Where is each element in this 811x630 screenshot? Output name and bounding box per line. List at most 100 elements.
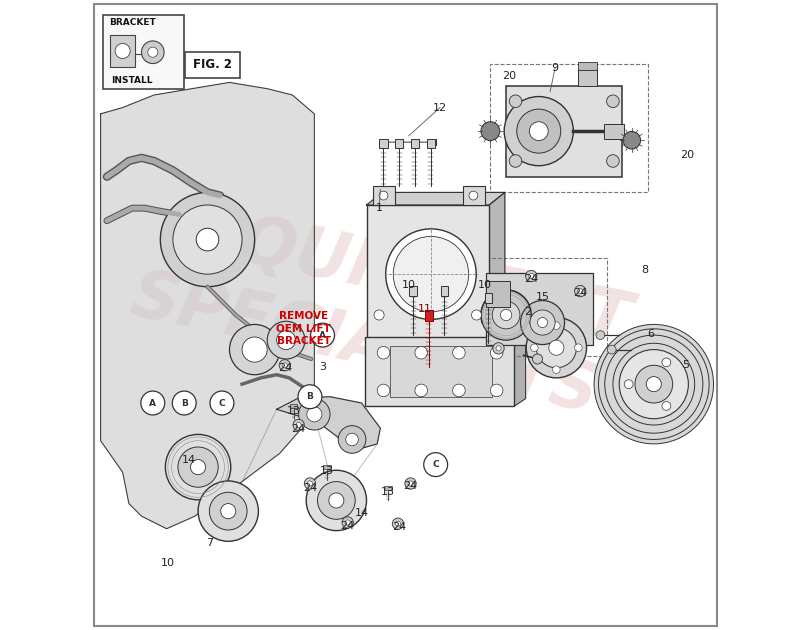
Circle shape bbox=[298, 399, 330, 430]
Text: 1: 1 bbox=[375, 203, 383, 213]
FancyBboxPatch shape bbox=[440, 286, 448, 296]
FancyBboxPatch shape bbox=[365, 337, 514, 406]
Circle shape bbox=[552, 322, 560, 329]
Circle shape bbox=[453, 346, 466, 359]
Text: 20: 20 bbox=[680, 150, 694, 159]
Circle shape bbox=[594, 324, 714, 444]
Circle shape bbox=[379, 191, 388, 200]
Circle shape bbox=[172, 391, 196, 415]
Circle shape bbox=[509, 95, 521, 108]
Text: 11: 11 bbox=[418, 304, 431, 314]
Circle shape bbox=[469, 191, 478, 200]
Circle shape bbox=[471, 310, 482, 320]
Circle shape bbox=[141, 391, 165, 415]
Circle shape bbox=[517, 109, 560, 153]
Circle shape bbox=[161, 192, 255, 287]
Circle shape bbox=[345, 520, 350, 525]
FancyBboxPatch shape bbox=[411, 139, 419, 149]
Text: 13: 13 bbox=[381, 487, 395, 497]
Text: BRACKET: BRACKET bbox=[109, 18, 156, 27]
Text: 24: 24 bbox=[277, 364, 292, 374]
Circle shape bbox=[415, 346, 427, 359]
Polygon shape bbox=[514, 329, 526, 406]
Text: FIG. 2: FIG. 2 bbox=[193, 59, 232, 71]
Circle shape bbox=[607, 95, 620, 108]
Text: 24: 24 bbox=[303, 483, 317, 493]
FancyBboxPatch shape bbox=[506, 86, 622, 176]
Circle shape bbox=[549, 340, 564, 355]
Circle shape bbox=[377, 346, 390, 359]
Circle shape bbox=[538, 318, 547, 328]
Circle shape bbox=[530, 310, 555, 335]
Circle shape bbox=[530, 122, 548, 140]
FancyBboxPatch shape bbox=[373, 186, 395, 205]
FancyBboxPatch shape bbox=[578, 70, 597, 86]
Circle shape bbox=[328, 493, 344, 508]
Circle shape bbox=[178, 447, 218, 487]
FancyBboxPatch shape bbox=[486, 281, 510, 307]
Text: C: C bbox=[219, 399, 225, 408]
FancyBboxPatch shape bbox=[290, 404, 298, 408]
Circle shape bbox=[481, 290, 531, 340]
Text: 10: 10 bbox=[478, 280, 491, 290]
Circle shape bbox=[491, 384, 503, 397]
Circle shape bbox=[496, 346, 501, 351]
FancyBboxPatch shape bbox=[367, 205, 489, 362]
FancyBboxPatch shape bbox=[425, 310, 433, 321]
Circle shape bbox=[575, 344, 582, 352]
FancyBboxPatch shape bbox=[603, 123, 624, 139]
Circle shape bbox=[607, 155, 620, 168]
Circle shape bbox=[509, 155, 521, 168]
Circle shape bbox=[596, 331, 605, 340]
Circle shape bbox=[267, 321, 305, 359]
Circle shape bbox=[296, 423, 301, 428]
Text: 24: 24 bbox=[341, 520, 354, 530]
FancyBboxPatch shape bbox=[432, 360, 448, 378]
Circle shape bbox=[221, 503, 236, 518]
Circle shape bbox=[396, 521, 401, 526]
Circle shape bbox=[500, 309, 512, 321]
FancyBboxPatch shape bbox=[380, 139, 388, 149]
Circle shape bbox=[242, 337, 267, 362]
Circle shape bbox=[662, 358, 671, 367]
Text: 15: 15 bbox=[535, 292, 550, 302]
Circle shape bbox=[623, 132, 641, 149]
Circle shape bbox=[277, 331, 295, 350]
Text: A: A bbox=[319, 331, 326, 340]
Circle shape bbox=[526, 270, 537, 282]
FancyBboxPatch shape bbox=[463, 186, 485, 205]
Text: INSTALL: INSTALL bbox=[111, 76, 152, 85]
Circle shape bbox=[481, 122, 500, 140]
Circle shape bbox=[377, 384, 390, 397]
Circle shape bbox=[393, 236, 469, 312]
Circle shape bbox=[624, 380, 633, 389]
Circle shape bbox=[605, 335, 703, 433]
Circle shape bbox=[530, 344, 539, 352]
Circle shape bbox=[374, 310, 384, 320]
Circle shape bbox=[173, 205, 242, 274]
Circle shape bbox=[345, 433, 358, 446]
FancyBboxPatch shape bbox=[102, 14, 184, 89]
Circle shape bbox=[311, 323, 334, 347]
Text: B: B bbox=[307, 392, 313, 401]
Circle shape bbox=[662, 401, 671, 410]
Circle shape bbox=[230, 324, 280, 375]
Circle shape bbox=[533, 354, 543, 364]
Circle shape bbox=[304, 478, 315, 489]
Circle shape bbox=[552, 366, 560, 374]
Circle shape bbox=[115, 43, 131, 59]
Text: 24: 24 bbox=[573, 288, 587, 298]
Circle shape bbox=[191, 459, 206, 474]
Circle shape bbox=[198, 481, 259, 541]
Circle shape bbox=[307, 470, 367, 530]
Text: 9: 9 bbox=[551, 63, 559, 73]
Text: 6: 6 bbox=[647, 329, 654, 339]
Text: 24: 24 bbox=[403, 481, 418, 491]
FancyBboxPatch shape bbox=[578, 62, 597, 70]
Text: EQUIPMENT
SPECIALISTS™: EQUIPMENT SPECIALISTS™ bbox=[125, 189, 686, 441]
Circle shape bbox=[491, 346, 503, 359]
Circle shape bbox=[165, 435, 231, 500]
FancyBboxPatch shape bbox=[370, 360, 385, 378]
Polygon shape bbox=[277, 397, 380, 450]
Text: C: C bbox=[432, 460, 439, 469]
